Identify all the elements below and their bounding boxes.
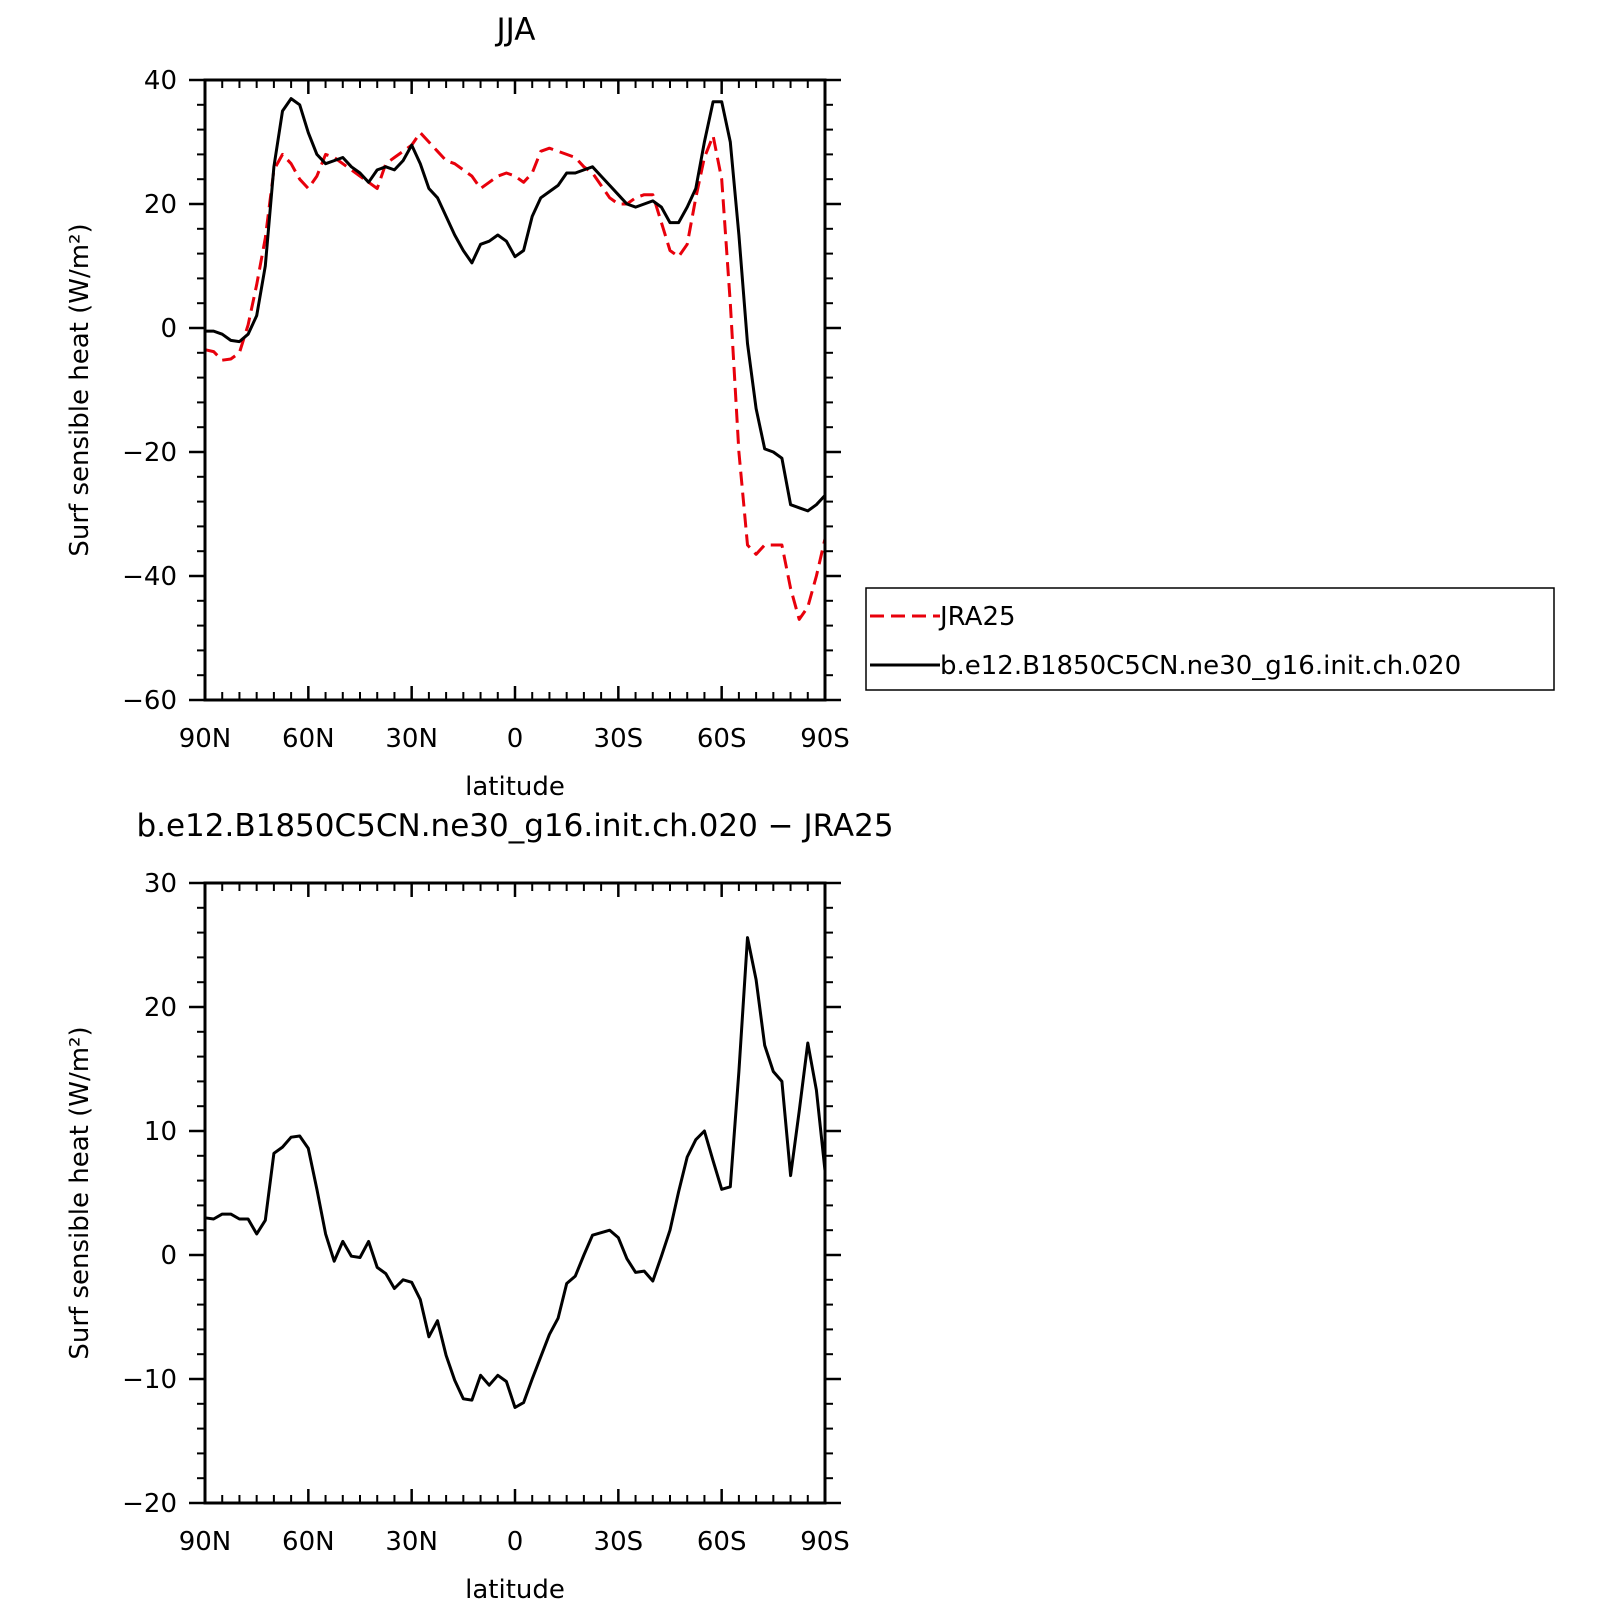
- bottom-panel-title: b.e12.B1850C5CN.ne30_g16.init.ch.020 − J…: [136, 808, 893, 844]
- bottom-y-tick-label: 30: [144, 869, 177, 899]
- bottom-x-tick-label: 30S: [594, 1527, 644, 1557]
- bottom-y-axis-label: Surf sensible heat (W/m²): [65, 1026, 95, 1359]
- top-x-tick-label: 60N: [282, 724, 335, 754]
- top-x-tick-label: 60S: [697, 724, 747, 754]
- legend-label-jra25: JRA25: [938, 602, 1016, 632]
- bottom-x-tick-label: 60S: [697, 1527, 747, 1557]
- bottom-series-line-0: [204, 936, 827, 1409]
- legend-label-model: b.e12.B1850C5CN.ne30_g16.init.ch.020: [940, 651, 1461, 681]
- bottom-x-tick-label: 30N: [385, 1527, 438, 1557]
- top-y-tick-label: −60: [122, 686, 177, 716]
- bottom-x-tick-label: 90N: [179, 1527, 232, 1557]
- top-x-tick-label: 90N: [179, 724, 232, 754]
- top-y-axis-label: Surf sensible heat (W/m²): [65, 223, 95, 556]
- top-panel: JJA 90N 60N 30N 0 30S 60S 90S −60 −40 −20 0 20 40 la…: [65, 12, 1555, 802]
- bottom-y-tick-label: −10: [122, 1365, 177, 1395]
- top-series-line-0: [204, 131, 827, 621]
- bottom-y-tick-label: 10: [144, 1117, 177, 1147]
- top-x-axis-label: latitude: [465, 772, 565, 802]
- top-panel-ticks: 90N 60N 30N 0 30S 60S 90S −60 −40 −20 0 20 40: [122, 66, 850, 754]
- top-panel-title: JJA: [495, 12, 536, 48]
- top-x-tick-label: 30N: [385, 724, 438, 754]
- bottom-x-tick-label: 0: [507, 1527, 524, 1557]
- bottom-x-tick-label: 60N: [282, 1527, 335, 1557]
- bottom-y-tick-label: −20: [122, 1489, 177, 1519]
- bottom-y-tick-label: 20: [144, 993, 177, 1023]
- bottom-panel-lines: [204, 936, 827, 1409]
- top-x-tick-label: 30S: [594, 724, 644, 754]
- bottom-x-axis-label: latitude: [465, 1575, 565, 1603]
- top-x-tick-label: 90S: [800, 724, 850, 754]
- legend-box: [865, 587, 1555, 691]
- top-y-tick-label: 40: [144, 66, 177, 96]
- top-y-tick-label: 20: [144, 190, 177, 220]
- top-x-tick-label: 0: [507, 724, 524, 754]
- top-series-line-1: [205, 97, 827, 513]
- top-y-tick-label: −40: [122, 562, 177, 592]
- bottom-panel: b.e12.B1850C5CN.ne30_g16.init.ch.020 − J…: [65, 808, 894, 1603]
- bottom-plot-frame: [203, 881, 827, 1505]
- top-y-tick-label: −20: [122, 438, 177, 468]
- bottom-panel-ticks: 90N 60N 30N 0 30S 60S 90S −20 −10 0 10 20 30: [122, 869, 850, 1557]
- bottom-x-tick-label: 90S: [800, 1527, 850, 1557]
- top-panel-lines: [204, 97, 827, 621]
- bottom-y-tick-label: 0: [160, 1241, 177, 1271]
- legend: JRA25 b.e12.B1850C5CN.ne30_g16.init.ch.0…: [865, 587, 1555, 691]
- top-y-tick-label: 0: [160, 314, 177, 344]
- top-plot-frame: [203, 78, 827, 702]
